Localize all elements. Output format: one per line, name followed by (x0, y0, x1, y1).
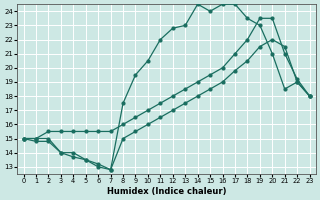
X-axis label: Humidex (Indice chaleur): Humidex (Indice chaleur) (107, 187, 226, 196)
